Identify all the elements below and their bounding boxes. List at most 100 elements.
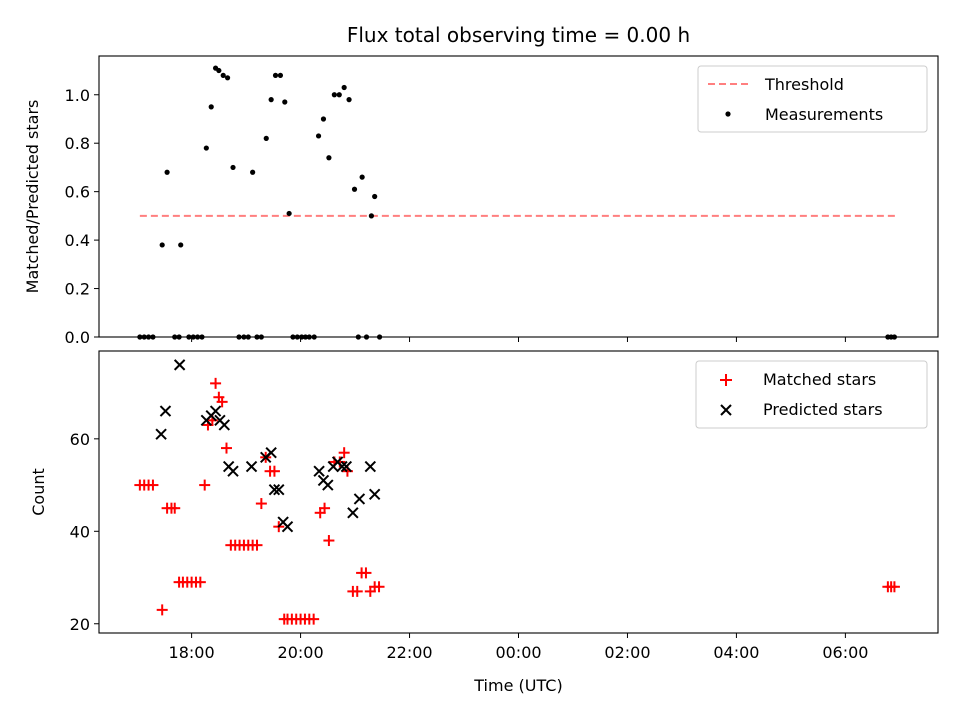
measurement-point (268, 97, 274, 103)
matched-star-point (308, 613, 320, 625)
measurement-point (286, 210, 292, 217)
bottom-xtick-label: 04:00 (713, 643, 759, 662)
predicted-star-point (218, 419, 231, 431)
legend-measurements-swatch (725, 111, 731, 117)
measurement-point (164, 169, 170, 175)
bottom-legend: Matched stars Predicted stars (695, 360, 928, 429)
measurement-point (230, 164, 236, 171)
predicted-star-point (340, 460, 353, 473)
top-legend-box (697, 65, 928, 133)
bottom-xtick-label: 02:00 (604, 643, 650, 662)
measurement-point (336, 92, 342, 98)
bottom-plot-frame (98, 350, 939, 634)
top-ytick-label: 0.6 (65, 183, 90, 202)
measurement-point (277, 72, 284, 78)
measurement-point (351, 186, 358, 192)
measurement-point (341, 84, 347, 91)
measurement-point (359, 174, 365, 180)
bottom-xtick-label: 22:00 (386, 643, 432, 662)
measurement-point (272, 72, 279, 78)
bottom-legend-box (695, 360, 928, 429)
predicted-star-point (273, 483, 285, 496)
bottom-xtick-label: 20:00 (278, 643, 324, 662)
matched-star-point (319, 502, 331, 514)
predicted-star-point (268, 483, 281, 496)
chart-title: Flux total observing time = 0.00 h (347, 23, 690, 47)
count-points (134, 359, 900, 625)
matched-star-point (268, 465, 280, 477)
top-legend: Threshold Measurements (697, 65, 928, 133)
legend-threshold-label: Threshold (764, 75, 844, 94)
predicted-star-point (173, 359, 186, 371)
matched-star-point (251, 539, 263, 551)
bottom-xtick-label: 00:00 (495, 643, 541, 662)
top-ytick-label: 0.4 (65, 231, 90, 250)
matched-star-point (338, 447, 350, 459)
predicted-star-point (265, 446, 277, 459)
top-plot-frame (98, 55, 939, 338)
legend-measurements-label: Measurements (765, 105, 883, 124)
predicted-star-point (281, 520, 294, 533)
top-ytick-label: 1.0 (65, 86, 90, 105)
predicted-star-point (227, 465, 239, 477)
predicted-star-point (336, 460, 348, 473)
measurement-point (220, 72, 226, 78)
matched-star-point (216, 396, 228, 408)
predicted-star-point (313, 465, 325, 477)
measurement-point (368, 213, 375, 219)
measurement-point (331, 92, 337, 98)
top-ylabel: Matched/Predicted stars (23, 100, 42, 294)
matched-star-point (373, 581, 385, 593)
predicted-star-point (347, 507, 359, 519)
measurement-point (178, 242, 184, 248)
measurement-point (250, 169, 256, 175)
measurement-points (137, 65, 898, 340)
measurement-point (320, 116, 327, 122)
top-panel: 0.0 0.2 0.4 0.6 0.8 1.0 Matched/Predicted sta… (23, 55, 939, 347)
matched-star-point (210, 377, 222, 389)
legend-predicted-swatch (720, 404, 732, 416)
measurement-point (203, 145, 209, 151)
measurement-point (372, 193, 378, 200)
predicted-star-point (155, 428, 167, 440)
measurement-point (263, 135, 269, 141)
top-ytick-label: 0.8 (65, 134, 90, 153)
measurement-point (282, 99, 288, 105)
measurement-point (216, 67, 222, 74)
matched-star-point (194, 576, 206, 588)
measurement-point (315, 133, 322, 139)
measurement-point (159, 242, 165, 248)
bottom-xlabel: Time (UTC) (473, 676, 562, 695)
predicted-star-point (322, 479, 334, 491)
bottom-ylabel: Count (29, 468, 48, 516)
measurement-point (224, 75, 231, 81)
top-ticks: 0.0 0.2 0.4 0.6 0.8 1.0 (65, 86, 846, 347)
matched-star-point (351, 585, 363, 597)
top-ytick-label: 0.2 (65, 280, 90, 299)
legend-matched-swatch (720, 374, 732, 386)
matched-star-point (255, 498, 267, 510)
bottom-ytick-label: 60 (70, 430, 90, 449)
matched-star-point (156, 604, 168, 616)
bottom-ytick-label: 20 (70, 615, 90, 634)
matched-star-point (888, 581, 900, 593)
matched-star-point (169, 502, 181, 514)
predicted-star-point (353, 493, 366, 505)
legend-predicted-label: Predicted stars (763, 400, 883, 419)
predicted-star-point (245, 460, 258, 473)
predicted-star-point (364, 460, 377, 473)
measurement-point (346, 97, 352, 103)
top-ytick-label: 0.0 (65, 328, 90, 347)
matched-star-point (199, 479, 211, 491)
predicted-star-point (368, 488, 381, 501)
measurement-point (326, 155, 332, 161)
bottom-ytick-label: 40 (70, 522, 90, 541)
bottom-xtick-label: 18:00 (169, 643, 215, 662)
matched-star-point (323, 535, 335, 547)
predicted-star-point (159, 405, 172, 417)
bottom-xtick-label: 06:00 (822, 643, 868, 662)
matched-star-point (147, 479, 159, 491)
matched-star-point (360, 567, 372, 579)
matched-star-point (220, 442, 232, 454)
